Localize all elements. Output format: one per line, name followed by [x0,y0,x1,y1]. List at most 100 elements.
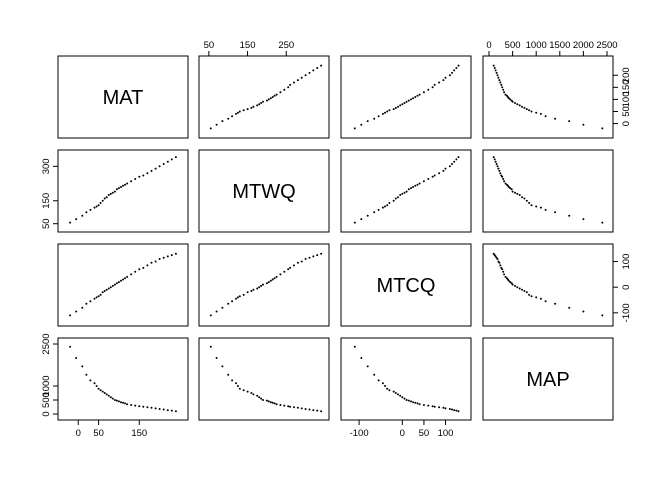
point-MTCQ-MAP [539,297,542,300]
point-MTCQ-MTWQ [269,279,272,282]
point-MAT-MTCQ [442,79,445,82]
point-MTWQ-MAP [504,182,507,185]
point-MAP-MAT [113,399,116,401]
point-MTCQ-MTWQ [231,300,234,303]
point-MAP-MTCQ [431,405,434,408]
point-MTCQ-MTWQ [320,252,323,255]
point-MTCQ-MAT [126,275,129,278]
point-MAP-MTWQ [267,400,270,403]
point-MAP-MTCQ [384,385,386,387]
point-MTWQ-MAP [518,194,521,196]
point-MAT-MAP [502,88,505,91]
point-MTWQ-MAP [509,187,512,190]
point-MAT-MTWQ [246,108,249,111]
point-MTCQ-MTWQ [283,270,286,273]
point-MTCQ-MTWQ [227,302,230,305]
point-MTWQ-MTCQ [412,186,415,188]
point-MTCQ-MTWQ [287,268,290,271]
point-MTWQ-MAT [120,186,122,188]
point-MTWQ-MTCQ [448,165,451,168]
point-MTCQ-MAP [518,287,521,290]
point-MTWQ-MAT [109,192,112,195]
point-MTWQ-MAP [539,206,542,209]
point-MAT-MTCQ [399,104,402,107]
point-MAP-MAT [99,389,102,392]
point-MAP-MTCQ [405,399,408,401]
point-MTCQ-MAT [115,282,118,285]
point-MAP-MAT [130,404,133,406]
tick-label-left-MTWQ: 300 [41,158,52,174]
panel-MAP-MAT [57,337,189,421]
point-MAT-MTCQ [455,67,458,69]
point-MTWQ-MTCQ [360,218,363,221]
point-MTCQ-MTWQ [312,255,315,258]
point-MAP-MAT [124,402,126,405]
point-MTWQ-MAP [554,211,557,214]
point-MAP-MTCQ [453,409,456,412]
point-MAP-MTWQ [279,404,282,406]
point-MAT-MTWQ [227,117,230,120]
point-MAT-MAP [568,120,571,123]
point-MTWQ-MTCQ [453,160,456,163]
point-MAT-MTWQ [320,64,323,67]
point-MTCQ-MAP [510,282,513,285]
point-MTCQ-MAT [81,306,84,309]
point-MTWQ-MAT [101,199,104,202]
tick-label-top-MAP: 1000 [526,40,547,51]
point-MTCQ-MTWQ [235,297,237,300]
point-MAP-MTCQ [381,382,384,385]
point-MTCQ-MTWQ [242,293,245,296]
point-MTWQ-MTCQ [384,205,386,208]
point-MAP-MAT [166,409,169,412]
point-MAT-MTCQ [405,100,408,103]
point-MTWQ-MAP [521,196,523,199]
point-MAT-MAP [497,76,500,79]
point-MAT-MTWQ [221,120,224,123]
tick-label-right-MAT: 0 [621,121,632,126]
point-MAP-MAT [170,409,173,412]
point-MTWQ-MTCQ [399,194,402,196]
point-MTCQ-MAT [89,300,92,303]
tick-label-right-MTCQ: 100 [621,254,632,270]
tick-label-bottom-MAT: 50 [93,428,104,439]
point-MTWQ-MAT [97,204,100,207]
point-MTWQ-MAP [502,178,505,180]
point-MTWQ-MAP [498,169,501,172]
point-MAT-MTWQ [242,109,245,112]
point-MTWQ-MTCQ [422,180,425,183]
point-MTWQ-MAP [497,167,500,170]
point-MTWQ-MAP [511,190,514,193]
point-MTWQ-MAT [85,211,88,214]
point-MTCQ-MTWQ [221,306,224,309]
point-MAP-MAT [150,406,153,409]
point-MTWQ-MAP [525,199,528,202]
point-MTCQ-MAP [497,260,500,263]
point-MAP-MAT [89,379,92,382]
tick-label-top-MAP: 0 [486,40,491,51]
point-MAP-MTCQ [451,408,453,411]
point-MTWQ-MAT [174,156,177,159]
point-MTWQ-MAT [138,175,141,178]
point-MAT-MTCQ [392,108,395,111]
point-MTWQ-MTCQ [353,221,356,224]
point-MAT-MTWQ [304,74,307,77]
point-MAP-MTWQ [289,405,292,408]
point-MAP-MAT [115,399,118,402]
point-MAT-MTCQ [427,88,430,91]
point-MTCQ-MAT [99,293,102,296]
point-MAP-MAT [95,385,98,387]
point-MTWQ-MAT [142,174,145,177]
point-MTWQ-MTCQ [403,191,406,194]
tick-label-right-MTCQ: 0 [621,285,632,290]
point-MAP-MTCQ [388,389,391,392]
point-MTCQ-MAT [174,252,177,255]
point-MAT-MAP [510,99,513,102]
panel-MTCQ-MTCQ [340,243,472,327]
point-MAT-MAP [498,79,501,82]
point-MTCQ-MAP [525,291,528,294]
panel-MAP-MAP [482,337,614,421]
point-MAP-MTCQ [399,394,402,397]
point-MAT-MTWQ [265,99,268,102]
point-MAP-MAT [174,410,177,413]
